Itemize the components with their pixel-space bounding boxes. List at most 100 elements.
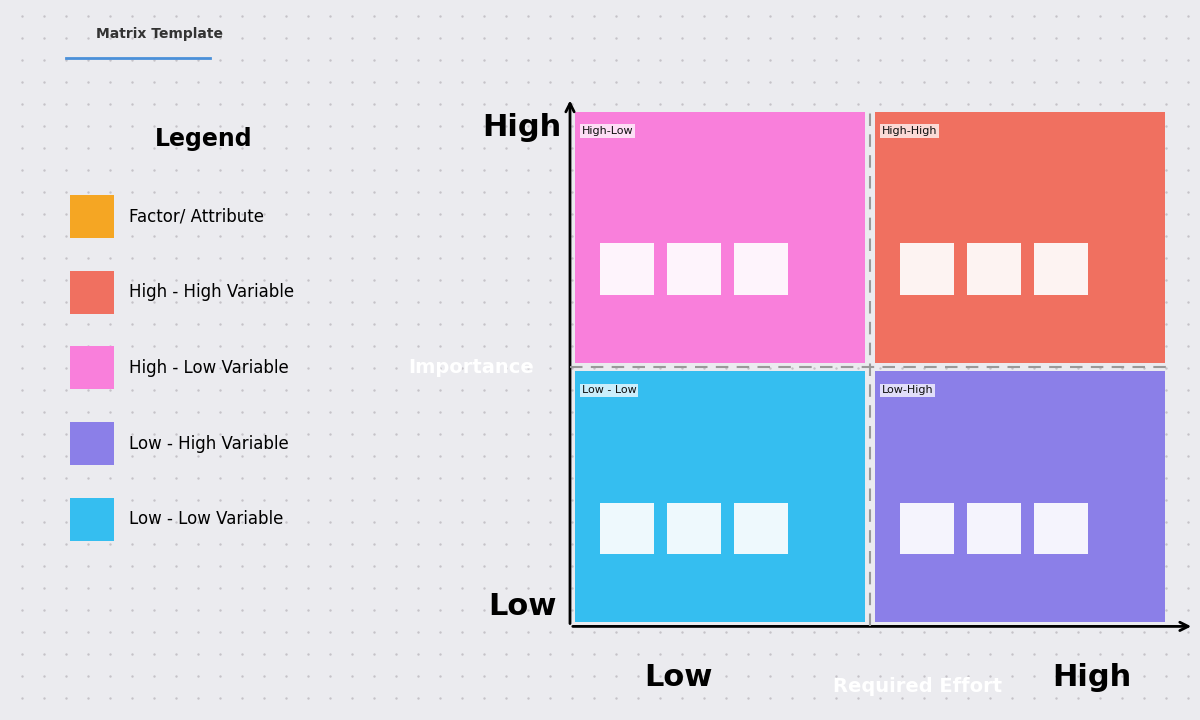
Point bbox=[320, 626, 340, 638]
Point bbox=[1068, 692, 1087, 703]
Point bbox=[695, 32, 714, 44]
Point bbox=[210, 32, 229, 44]
Point bbox=[1112, 516, 1132, 528]
Point bbox=[672, 318, 691, 330]
Point bbox=[914, 604, 934, 616]
Point bbox=[540, 670, 559, 682]
Point bbox=[959, 318, 978, 330]
Point bbox=[827, 604, 846, 616]
Point bbox=[167, 143, 186, 154]
Point bbox=[144, 516, 163, 528]
Point bbox=[365, 341, 384, 352]
Point bbox=[827, 208, 846, 220]
Point bbox=[804, 670, 823, 682]
Point bbox=[320, 54, 340, 66]
Point bbox=[12, 516, 31, 528]
Point bbox=[1091, 384, 1110, 396]
Point bbox=[1091, 274, 1110, 286]
Point bbox=[1134, 362, 1153, 374]
Point bbox=[474, 252, 493, 264]
Point bbox=[672, 560, 691, 572]
Point bbox=[672, 692, 691, 703]
Point bbox=[276, 10, 295, 22]
Point bbox=[695, 10, 714, 22]
Point bbox=[497, 98, 516, 109]
Point bbox=[188, 208, 208, 220]
Point bbox=[672, 648, 691, 660]
Point bbox=[914, 274, 934, 286]
Point bbox=[914, 120, 934, 132]
Point bbox=[497, 626, 516, 638]
Point bbox=[563, 274, 582, 286]
Point bbox=[1134, 296, 1153, 307]
Point bbox=[914, 494, 934, 505]
Bar bbox=[575, 372, 865, 622]
Point bbox=[738, 274, 757, 286]
Point bbox=[804, 560, 823, 572]
Point bbox=[1025, 604, 1044, 616]
Point bbox=[144, 252, 163, 264]
Point bbox=[233, 186, 252, 198]
Point bbox=[1068, 230, 1087, 242]
Point bbox=[782, 692, 802, 703]
Point bbox=[980, 32, 1000, 44]
Point bbox=[1157, 252, 1176, 264]
Point bbox=[78, 406, 97, 418]
Point bbox=[804, 318, 823, 330]
Point bbox=[35, 384, 54, 396]
Point bbox=[870, 626, 889, 638]
Point bbox=[167, 539, 186, 550]
Point bbox=[452, 539, 472, 550]
Point bbox=[408, 450, 427, 462]
Point bbox=[320, 692, 340, 703]
Point bbox=[1025, 120, 1044, 132]
Point bbox=[1178, 648, 1198, 660]
Point bbox=[431, 604, 450, 616]
Point bbox=[101, 230, 120, 242]
Point bbox=[210, 648, 229, 660]
Point bbox=[56, 692, 76, 703]
Point bbox=[320, 318, 340, 330]
Point bbox=[101, 692, 120, 703]
Point bbox=[540, 296, 559, 307]
Point bbox=[629, 341, 648, 352]
Point bbox=[804, 428, 823, 440]
Point bbox=[629, 98, 648, 109]
Point bbox=[1178, 230, 1198, 242]
Point bbox=[914, 626, 934, 638]
Point bbox=[761, 494, 780, 505]
Point bbox=[738, 582, 757, 594]
Point bbox=[584, 143, 604, 154]
Point bbox=[299, 76, 318, 88]
Point bbox=[540, 539, 559, 550]
Point bbox=[452, 296, 472, 307]
Point bbox=[233, 670, 252, 682]
Point bbox=[804, 76, 823, 88]
Point bbox=[606, 560, 625, 572]
Point bbox=[1157, 230, 1176, 242]
Point bbox=[540, 76, 559, 88]
Point bbox=[188, 98, 208, 109]
Point bbox=[365, 670, 384, 682]
Text: High - High Variable: High - High Variable bbox=[130, 283, 294, 301]
Point bbox=[1112, 539, 1132, 550]
Point bbox=[848, 143, 868, 154]
Point bbox=[474, 428, 493, 440]
Point bbox=[365, 516, 384, 528]
Point bbox=[1002, 164, 1021, 176]
Point bbox=[210, 450, 229, 462]
Point bbox=[233, 428, 252, 440]
Point bbox=[650, 164, 670, 176]
Point bbox=[870, 186, 889, 198]
Point bbox=[342, 230, 361, 242]
Point bbox=[738, 120, 757, 132]
Point bbox=[342, 164, 361, 176]
Point bbox=[299, 143, 318, 154]
Point bbox=[1134, 648, 1153, 660]
Point bbox=[914, 32, 934, 44]
Point bbox=[584, 670, 604, 682]
Point bbox=[980, 54, 1000, 66]
Point bbox=[1068, 76, 1087, 88]
Point bbox=[1091, 428, 1110, 440]
Point bbox=[210, 406, 229, 418]
